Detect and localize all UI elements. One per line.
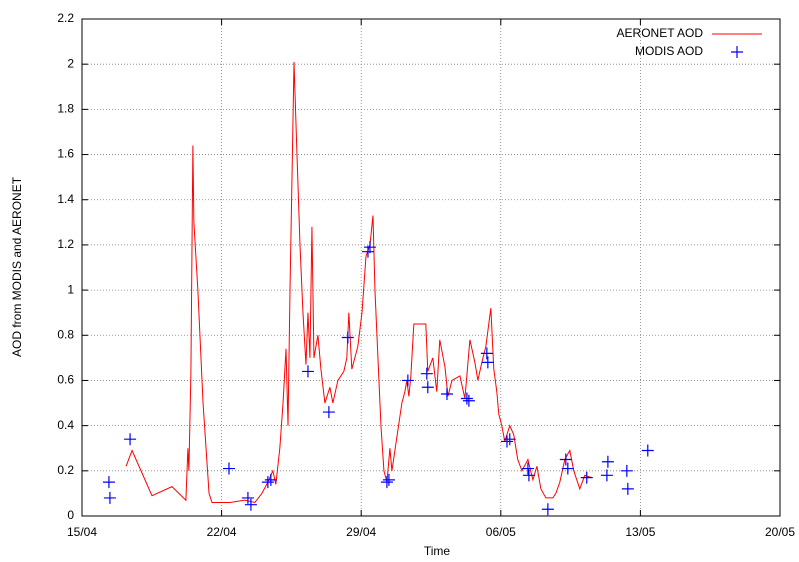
marker — [460, 392, 473, 405]
marker — [601, 455, 614, 468]
y-tick-label: 0.8 — [57, 327, 74, 341]
x-axis-label: Time — [424, 544, 451, 558]
marker — [261, 476, 274, 489]
x-tick-label: 20/05 — [765, 525, 795, 539]
marker — [600, 469, 613, 482]
marker — [102, 476, 115, 489]
marker — [363, 241, 376, 254]
y-tick-label: 0.4 — [57, 418, 74, 432]
y-tick-label: 1.2 — [57, 237, 74, 251]
marker — [341, 331, 354, 344]
marker — [380, 476, 393, 489]
marker — [421, 381, 434, 394]
y-tick-label: 2.2 — [57, 11, 74, 25]
marker — [621, 482, 634, 495]
y-tick-label: 0 — [67, 508, 74, 522]
marker — [500, 435, 513, 448]
marker — [561, 462, 574, 475]
marker — [124, 433, 137, 446]
y-tick-label: 1.8 — [57, 102, 74, 116]
legend-label: MODIS AOD — [635, 44, 703, 58]
marker — [322, 406, 335, 419]
plot-border — [81, 18, 781, 517]
x-tick-label: 06/05 — [486, 525, 516, 539]
y-tick-label: 2 — [67, 56, 74, 70]
legend-label: AERONET AOD — [617, 26, 704, 40]
line — [125, 61, 592, 504]
legend-marker — [731, 46, 743, 58]
y-tick-label: 1.4 — [57, 192, 74, 206]
y-tick-label: 1 — [67, 282, 74, 296]
y-tick-label: 0.6 — [57, 373, 74, 387]
y-tick-label: 0.2 — [57, 463, 74, 477]
marker — [620, 464, 633, 477]
marker — [580, 471, 593, 484]
marker — [222, 462, 235, 475]
marker — [521, 462, 534, 475]
x-tick-label: 13/05 — [625, 525, 655, 539]
y-tick-label: 1.6 — [57, 147, 74, 161]
marker — [462, 394, 475, 407]
marker — [382, 473, 395, 486]
marker — [301, 365, 314, 378]
marker — [541, 503, 554, 516]
marker — [480, 347, 493, 360]
marker — [641, 444, 654, 457]
marker — [481, 356, 494, 369]
marker — [244, 498, 257, 511]
x-tick-label: 22/04 — [207, 525, 237, 539]
marker — [559, 453, 572, 466]
marker — [264, 473, 277, 486]
marker — [103, 491, 116, 504]
marker — [420, 367, 433, 380]
marker — [241, 491, 254, 504]
marker — [522, 469, 535, 482]
marker — [503, 433, 516, 446]
x-tick-label: 15/04 — [67, 525, 97, 539]
y-axis-label: AOD from MODIS and AERONET — [10, 176, 24, 357]
x-tick-label: 29/04 — [346, 525, 376, 539]
marker — [440, 388, 453, 401]
marker — [401, 374, 414, 387]
